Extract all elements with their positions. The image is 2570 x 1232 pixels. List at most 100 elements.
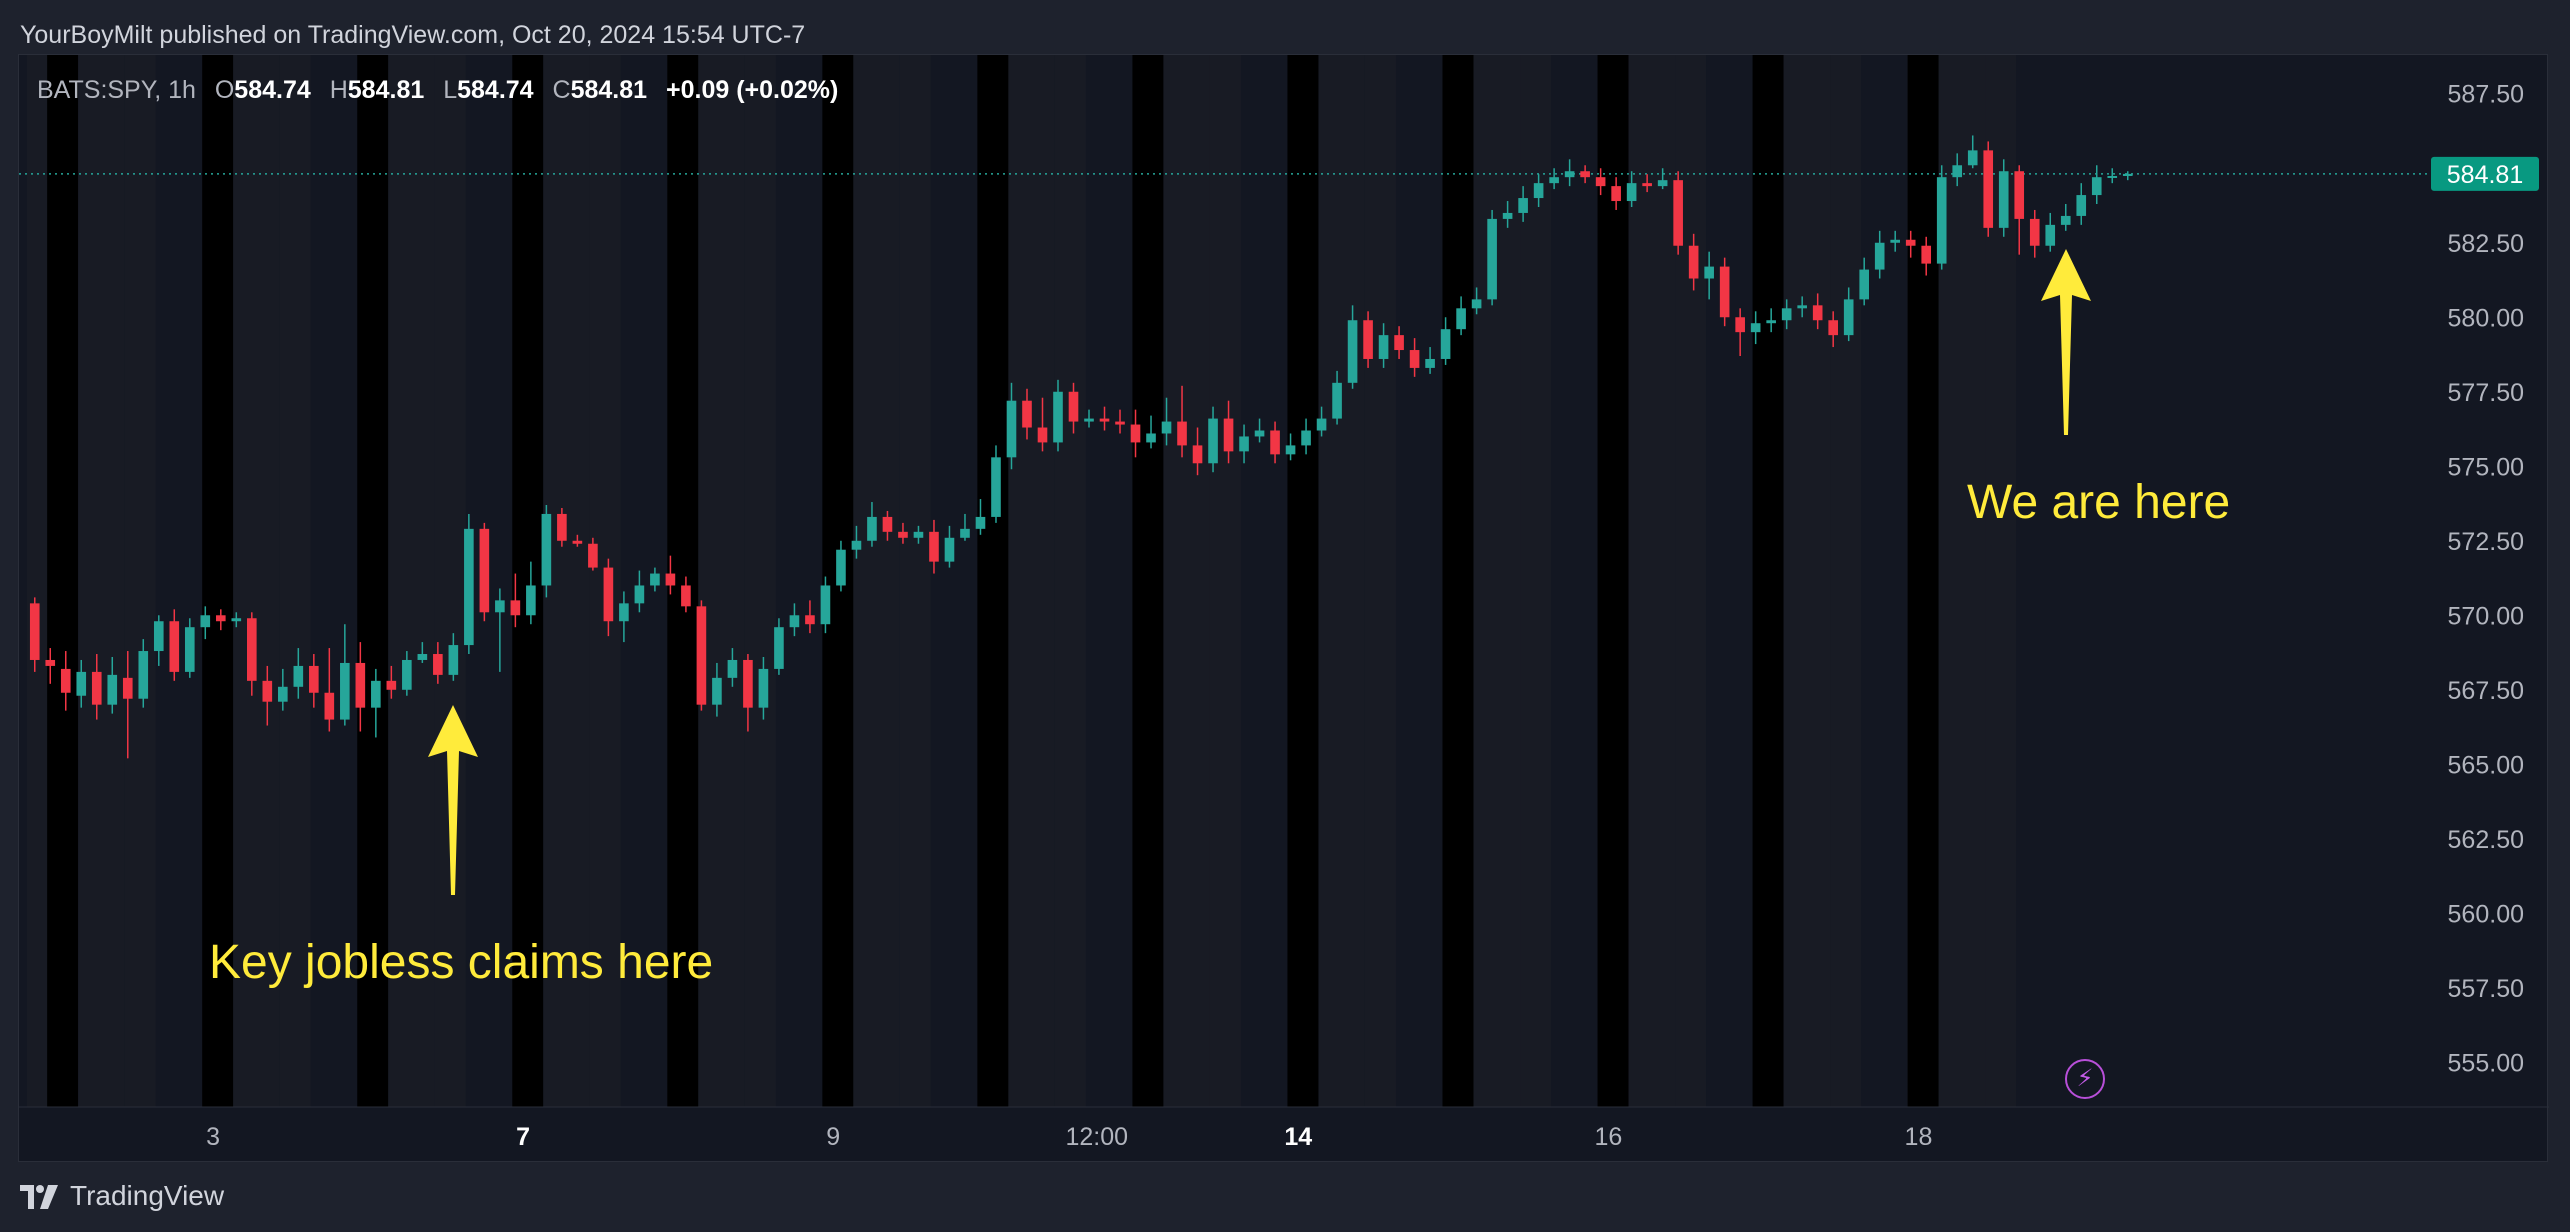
candle[interactable]: [510, 573, 521, 628]
candle-body[interactable]: [1549, 177, 1559, 184]
candle-body[interactable]: [1270, 430, 1280, 455]
candle-body[interactable]: [1967, 150, 1978, 166]
candle[interactable]: [91, 654, 102, 720]
candle[interactable]: [1239, 424, 1249, 464]
candle-body[interactable]: [1657, 180, 1668, 187]
candle[interactable]: [1425, 347, 1435, 374]
candle[interactable]: [1549, 168, 1559, 190]
candle[interactable]: [60, 651, 71, 711]
candle-body[interactable]: [355, 662, 366, 708]
candle[interactable]: [1952, 153, 1963, 187]
chart-area[interactable]: 587.50585.00582.50580.00577.50575.00572.…: [18, 54, 2549, 1162]
candle-body[interactable]: [448, 645, 459, 675]
candle[interactable]: [1285, 433, 1296, 461]
candle[interactable]: [1130, 409, 1141, 458]
candle-body[interactable]: [1068, 391, 1079, 422]
candle-body[interactable]: [712, 677, 722, 705]
candle-body[interactable]: [1735, 317, 1745, 333]
candle[interactable]: [386, 665, 397, 699]
candle-body[interactable]: [665, 573, 676, 586]
candle[interactable]: [355, 642, 366, 732]
candle-body[interactable]: [1285, 445, 1296, 455]
candle-body[interactable]: [1363, 320, 1373, 359]
candle[interactable]: [1874, 230, 1885, 279]
candle[interactable]: [789, 603, 800, 637]
candle-body[interactable]: [1626, 183, 1637, 202]
candle-body[interactable]: [479, 528, 490, 613]
candle-body[interactable]: [603, 567, 614, 622]
candle[interactable]: [526, 561, 536, 625]
candle-body[interactable]: [1440, 329, 1451, 359]
candle-body[interactable]: [944, 537, 955, 562]
candle[interactable]: [634, 570, 645, 613]
candle[interactable]: [1843, 287, 1854, 342]
tradingview-logo-icon[interactable]: [20, 1183, 60, 1209]
candle[interactable]: [340, 624, 350, 726]
candle-body[interactable]: [1859, 269, 1870, 300]
candle[interactable]: [464, 513, 474, 655]
candle-body[interactable]: [1719, 266, 1730, 318]
candle-body[interactable]: [1239, 436, 1249, 452]
candle[interactable]: [1456, 296, 1466, 336]
candle[interactable]: [541, 505, 552, 598]
candle[interactable]: [650, 567, 660, 592]
candle-body[interactable]: [650, 573, 660, 586]
candle[interactable]: [1983, 141, 1994, 237]
candle-body[interactable]: [836, 549, 846, 586]
candle[interactable]: [1502, 201, 1513, 228]
symbol-label[interactable]: BATS:SPY, 1h: [37, 76, 196, 104]
candle-body[interactable]: [1642, 183, 1652, 187]
candle-body[interactable]: [1611, 186, 1621, 202]
candle-body[interactable]: [1828, 320, 1838, 336]
candle[interactable]: [29, 597, 40, 672]
candle[interactable]: [1719, 257, 1730, 327]
candle-body[interactable]: [340, 662, 350, 720]
candle-body[interactable]: [169, 621, 180, 672]
candle[interactable]: [1440, 317, 1451, 365]
candle[interactable]: [557, 507, 567, 547]
candle-body[interactable]: [1301, 430, 1311, 446]
candle-body[interactable]: [1874, 242, 1885, 270]
candle-body[interactable]: [1316, 418, 1327, 431]
candle-body[interactable]: [1998, 171, 2009, 228]
candle[interactable]: [45, 648, 56, 684]
candle[interactable]: [1146, 415, 1156, 449]
candle[interactable]: [743, 654, 753, 732]
candle[interactable]: [1301, 418, 1311, 455]
candle-body[interactable]: [1673, 180, 1683, 246]
candle-body[interactable]: [45, 659, 56, 666]
candle-body[interactable]: [1006, 400, 1017, 458]
candle-body[interactable]: [913, 531, 924, 538]
candle[interactable]: [153, 615, 164, 666]
candle-body[interactable]: [805, 615, 815, 625]
candle-body[interactable]: [1409, 350, 1420, 368]
candle-body[interactable]: [975, 516, 986, 529]
candle[interactable]: [1781, 299, 1792, 330]
candle-body[interactable]: [1471, 299, 1482, 309]
candle-body[interactable]: [929, 531, 939, 562]
candle[interactable]: [1068, 382, 1079, 434]
candle-body[interactable]: [526, 585, 536, 616]
candle-body[interactable]: [60, 668, 71, 693]
candle-body[interactable]: [774, 627, 784, 669]
candle-body[interactable]: [278, 686, 288, 702]
candle-body[interactable]: [386, 680, 397, 690]
candle-body[interactable]: [867, 516, 877, 541]
candle[interactable]: [1053, 379, 1063, 452]
candle[interactable]: [262, 665, 273, 726]
candle[interactable]: [944, 525, 955, 568]
candle[interactable]: [1828, 311, 1838, 348]
candle-body[interactable]: [29, 603, 40, 660]
candle-body[interactable]: [820, 585, 831, 625]
candle-body[interactable]: [107, 674, 118, 705]
candle[interactable]: [1270, 421, 1280, 464]
candle[interactable]: [1316, 406, 1327, 437]
candle[interactable]: [1487, 209, 1497, 306]
candle-body[interactable]: [758, 668, 769, 708]
candle[interactable]: [1812, 293, 1823, 330]
candle[interactable]: [184, 618, 195, 678]
candle[interactable]: [1564, 159, 1575, 187]
candle[interactable]: [1688, 233, 1699, 291]
candle-body[interactable]: [1115, 421, 1125, 425]
candle[interactable]: [805, 600, 815, 634]
